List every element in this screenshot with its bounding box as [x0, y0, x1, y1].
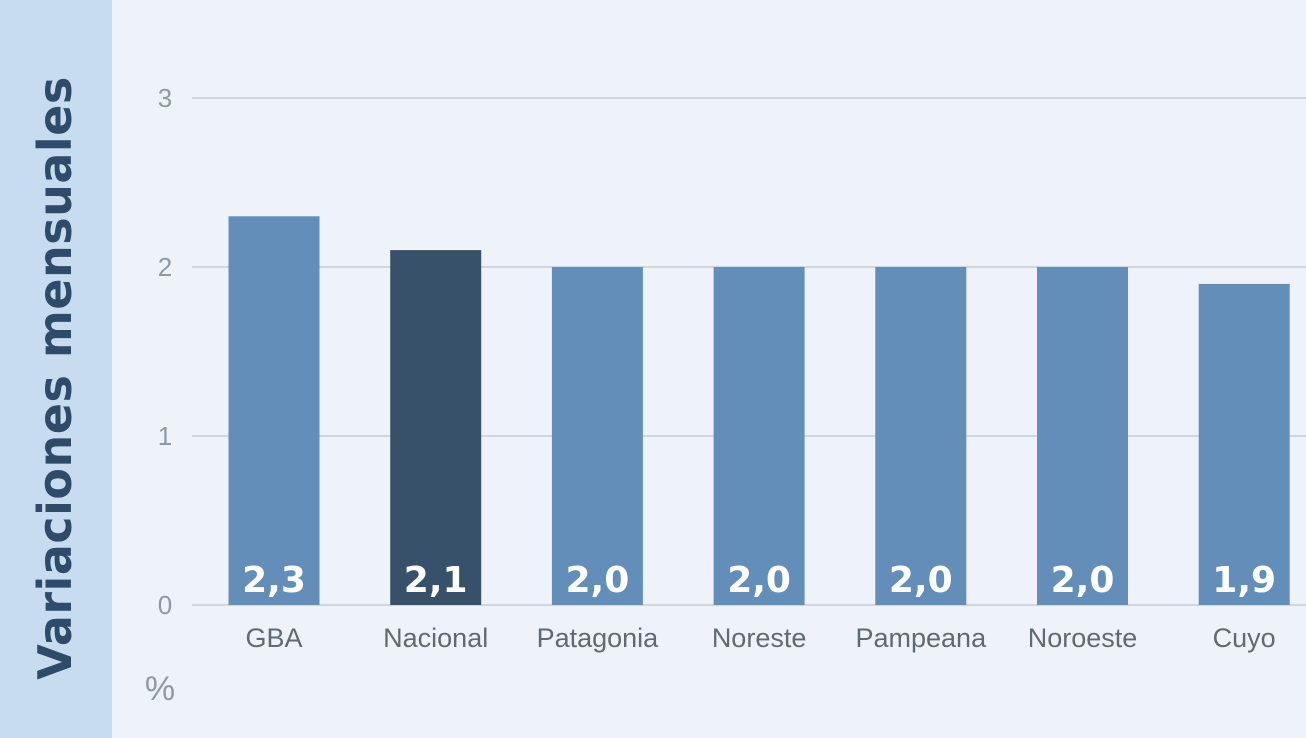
- data-label: 2,0: [566, 560, 630, 601]
- y-unit-label: %: [145, 670, 175, 708]
- bar-noreste: [713, 267, 805, 605]
- data-label: 2,3: [242, 560, 306, 601]
- category-label: Noroeste: [1028, 623, 1138, 653]
- bar-nacional: [390, 250, 482, 605]
- bar-pampeana: [875, 267, 967, 605]
- y-tick-label: 0: [158, 590, 172, 620]
- bar-cuyo: [1198, 283, 1290, 605]
- y-tick-label: 1: [158, 421, 172, 451]
- category-label: Nacional: [383, 623, 488, 653]
- data-label: 2,0: [727, 560, 791, 601]
- category-label: Noreste: [712, 623, 807, 653]
- data-label: 2,0: [889, 560, 953, 601]
- bars: [228, 216, 1290, 606]
- side-panel: Variaciones mensuales: [0, 0, 112, 738]
- data-label: 2,0: [1051, 560, 1115, 601]
- bar-patagonia: [551, 267, 643, 605]
- category-label: Cuyo: [1213, 623, 1276, 653]
- category-label: Patagonia: [537, 623, 660, 653]
- category-label: Pampeana: [855, 623, 987, 653]
- data-label: 1,9: [1212, 560, 1276, 601]
- y-tick-label: 3: [158, 83, 172, 113]
- bar-noroeste: [1037, 267, 1128, 605]
- y-tick-label: 2: [158, 252, 172, 282]
- data-label: 2,1: [404, 560, 468, 601]
- bar-gba: [228, 216, 320, 606]
- labels: 0 1 2 3 2,3 GBA 2,1 Nacional 2,0 Patagonia 2,0 Nore…: [158, 83, 1276, 653]
- category-label: GBA: [245, 623, 302, 653]
